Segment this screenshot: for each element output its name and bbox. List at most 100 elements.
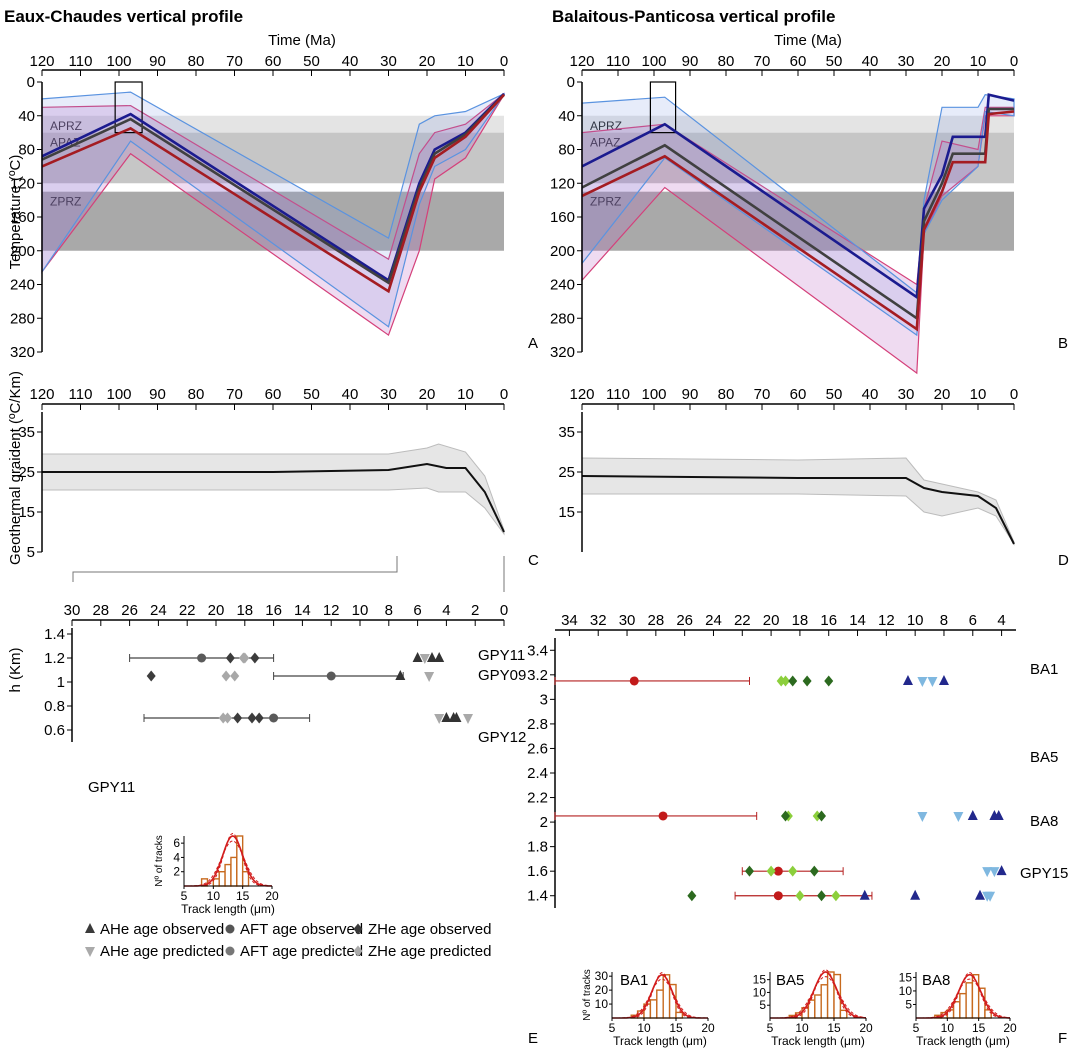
panel-e-x-tick-label: 2 <box>471 602 479 619</box>
panel-e-zhe-observed-point <box>225 652 235 664</box>
panel-e-zhe-observed-point <box>233 712 243 724</box>
panel-a-x-tick-label: 90 <box>149 53 166 70</box>
panel-e-sample-label: GPY09 <box>478 667 526 684</box>
panel-e-hist-x-tick-label: 10 <box>207 889 221 903</box>
panel-b-x-tick-label: 110 <box>606 53 630 70</box>
panel-a-zone-aprz <box>42 115 504 133</box>
panel-e-zhe-predicted-point <box>223 712 233 724</box>
panel-d-x-tick-label: 90 <box>682 386 699 403</box>
panel-e-x-tick-label: 20 <box>208 602 225 619</box>
panel-b-x-tick-label: 50 <box>826 53 843 70</box>
panel-e-x-tick-label: 30 <box>64 602 81 619</box>
panel-f-y-tick-label: 2.2 <box>527 790 548 807</box>
panel-f-ba1-hist-bar <box>675 1011 684 1019</box>
panel-e-zhe-predicted-point <box>221 670 231 682</box>
panel-e-sample-label: GPY12 <box>478 729 526 746</box>
panel-a-x-tick-label: 70 <box>226 53 243 70</box>
panel-b-zone-aprz <box>582 115 1014 133</box>
panel-e-zhe-observed-point <box>250 652 260 664</box>
panel-b-y-tick-label: 0 <box>567 74 575 91</box>
panel-e-y-tick-label: 1 <box>57 674 65 691</box>
legend-label: AHe age observed <box>100 921 224 938</box>
legend-label: ZHe age observed <box>368 921 491 938</box>
panel-d-gradient-line <box>581 475 1015 545</box>
panel-e-ahe-predicted-point <box>463 714 473 724</box>
panel-e-ahe-observed-point <box>441 712 452 722</box>
panel-e-x-tick-label: 6 <box>413 602 421 619</box>
panel-d-x-tick-label: 60 <box>790 386 807 403</box>
panel-f-y-tick-label: 3.2 <box>527 667 548 684</box>
panel-f-zhe-observed-point <box>824 675 834 687</box>
panel-f-ahe-observed-point <box>938 674 949 685</box>
panel-f-ahe-predicted-point <box>953 811 964 822</box>
panel-d-x-tick-label: 120 <box>569 386 594 403</box>
panel-f-ahe-predicted-point <box>985 891 996 902</box>
panel-f-ba8-hist-bar <box>965 982 974 1019</box>
panel-f-ba1-hist-label: BA1 <box>620 972 648 989</box>
panel-a-zone-zprz <box>42 191 504 251</box>
panel-b-y-tick-label: 240 <box>550 277 575 294</box>
panel-b-x-tick-label: 40 <box>862 53 879 70</box>
panel-f-ba1-hist-y-tick-label: 30 <box>595 969 609 983</box>
panel-e-aft-observed-point <box>326 671 336 681</box>
panel-a-y-tick-label: 80 <box>18 142 35 159</box>
panel-f-ba1-hist-bar <box>656 989 664 1019</box>
legend-label: AFT age predicted <box>240 943 363 960</box>
legend-marker <box>85 947 95 957</box>
panel-f-ba1-hist-x-tick-label: 15 <box>669 1021 683 1035</box>
panel-f-y-tick-label: 1.8 <box>527 839 548 856</box>
panel-f-x-tick-label: 20 <box>763 612 780 629</box>
panel-f-ba5-hist-y-tick-label: 10 <box>753 985 767 999</box>
panel-c-x-tick-label: 100 <box>106 386 131 403</box>
panel-e-ylabel: h (Km) <box>7 647 24 692</box>
panel-e-y-tick-label: 0.8 <box>44 698 65 715</box>
panel-e-hist-label: GPY11 <box>88 779 135 796</box>
panel-d-x-tick-label: 110 <box>606 386 630 403</box>
panel-e-x-tick-label: 24 <box>150 602 167 619</box>
panel-f-y-tick-label: 2.4 <box>527 765 548 782</box>
panel-c-x-tick-label: 70 <box>226 386 243 403</box>
panel-c-y-tick-label: 15 <box>18 504 35 521</box>
panel-b-x-tick-label: 10 <box>970 53 987 70</box>
panel-e-ahe-observed-point <box>412 652 423 662</box>
panel-a-zone-label: APRZ <box>50 119 82 133</box>
panel-f-ba8-hist-bar <box>959 992 967 1019</box>
panel-b-y-tick-label: 320 <box>550 344 575 361</box>
panel-d-letter: D <box>1058 552 1069 569</box>
panel-a-y-tick-label: 40 <box>18 108 35 125</box>
legend-marker <box>353 945 363 957</box>
panel-b-x-tick-label: 20 <box>934 53 951 70</box>
panel-f-y-tick-label: 1.4 <box>527 888 548 905</box>
panel-f-zhe-predicted-point <box>766 865 776 877</box>
panel-f-x-tick-label: 34 <box>561 612 578 629</box>
panel-b-x-tick-label: 70 <box>754 53 771 70</box>
panel-f-ahe-predicted-point <box>982 867 993 878</box>
panel-f-y-tick-label: 2.8 <box>527 716 548 733</box>
panel-a-x-tick-label: 20 <box>419 53 436 70</box>
panel-d-x-tick-label: 40 <box>862 386 879 403</box>
panel-e-x-tick-label: 8 <box>385 602 393 619</box>
panel-e-hist-y-tick-label: 4 <box>173 850 180 864</box>
panel-f-ahe-predicted-point <box>927 676 938 687</box>
panel-b-y-tick-label: 40 <box>558 108 575 125</box>
panel-e-letter: E <box>528 1030 538 1047</box>
panel-a-y-tick-label: 320 <box>10 344 35 361</box>
panel-e-hist-ci-high <box>184 832 272 887</box>
panel-a-y-tick-label: 240 <box>10 277 35 294</box>
panel-c-x-tick-label: 90 <box>149 386 166 403</box>
panel-f-ahe-observed-point <box>974 889 985 900</box>
panel-a-path-2 <box>41 93 505 294</box>
panel-e-ahe-predicted-point <box>419 654 430 664</box>
panel-e-x-tick-label: 0 <box>500 602 508 619</box>
panel-e-hist-xlabel: Track length (μm) <box>181 902 275 916</box>
panel-b-plot: APRZAPAZZPRZ1201101009080706050403020100… <box>550 53 1018 375</box>
panel-f-y-tick-label: 3 <box>540 691 548 708</box>
panel-f-y-tick-label: 2 <box>540 814 548 831</box>
panel-f-ba1-hist-bar <box>649 999 658 1019</box>
panel-f-x-tick-label: 22 <box>734 612 751 629</box>
panel-f-x-tick-label: 4 <box>997 612 1005 629</box>
panel-f-ba1-hist-x-tick-label: 5 <box>609 1021 616 1035</box>
panel-b-x-tick-label: 60 <box>790 53 807 70</box>
panel-f-zhe-observed-point <box>687 890 697 902</box>
